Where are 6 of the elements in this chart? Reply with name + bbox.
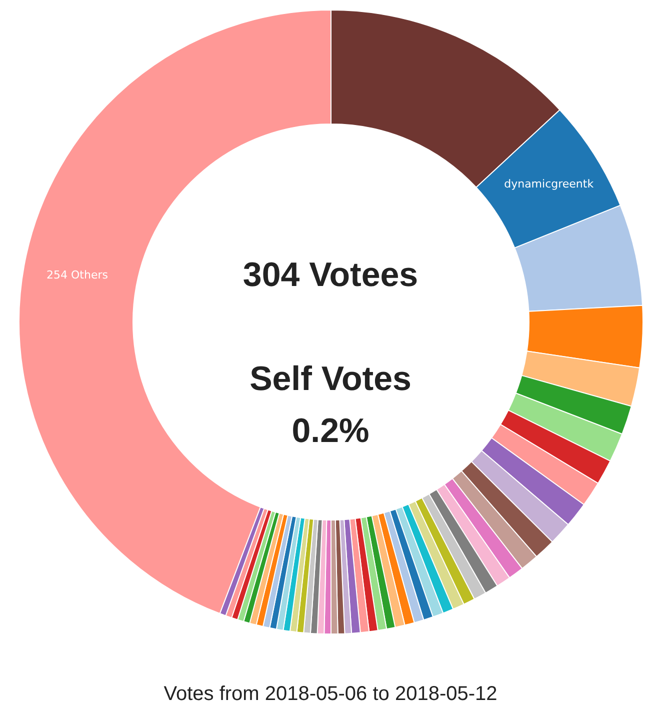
text: Self Votes [250, 360, 412, 398]
text: Votes from 2018-05-06 to 2018-05-12 [164, 683, 498, 705]
text: 304 Votees [242, 256, 418, 294]
slice-label: dynamicgreentk [504, 177, 594, 190]
text: 0.2% [292, 412, 370, 450]
slice-label: 254 Others [46, 268, 108, 282]
